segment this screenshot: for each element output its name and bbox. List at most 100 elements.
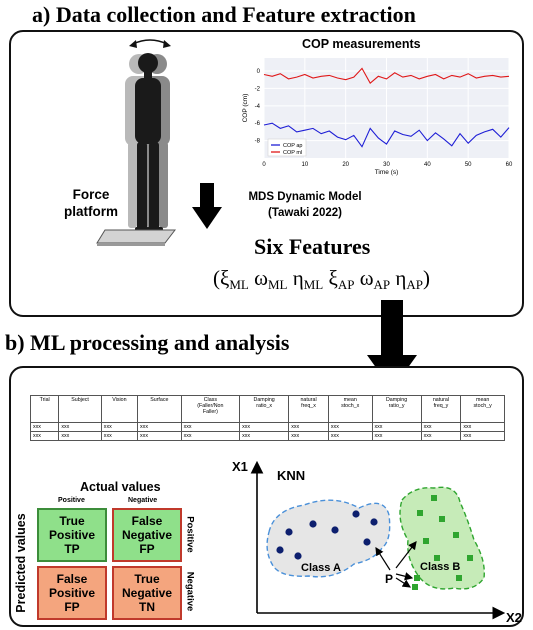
fn-line1: False — [131, 514, 163, 528]
class-a-point — [331, 526, 339, 534]
actual-values-label: Actual values — [80, 480, 161, 494]
tn-line2: Negative — [121, 586, 173, 600]
omega-ap: ωAP — [359, 266, 391, 292]
table-row: xxx xxx xxx xxx xxx xxx xxx xxx xxx xxx xxx — [29, 431, 505, 441]
table-cell: xxx — [239, 422, 290, 432]
tp-abbr: TP — [64, 542, 80, 556]
p-label: P — [385, 572, 393, 586]
cop-y-tick-label: 0 — [257, 69, 261, 75]
predicted-positive-label: Positive — [184, 516, 196, 553]
table-cell: xxx — [371, 422, 422, 432]
actual-negative-label: Negative — [128, 497, 158, 504]
eta-ap: ηAP — [395, 266, 423, 292]
section-a-title: a) Data collection and Feature extractio… — [32, 2, 416, 27]
omega-ml: ωML — [254, 266, 288, 292]
table-cell: xxx — [137, 431, 182, 441]
xi-ml: ξML — [220, 266, 249, 292]
cell-true-negative: True Negative TN — [112, 566, 182, 620]
class-a-label: Class A — [301, 562, 341, 574]
table-cell: xxx — [180, 431, 241, 441]
cop-y-tick-label: -8 — [255, 139, 261, 145]
fn-line2: Negative — [121, 528, 173, 542]
cop-x-tick-label: 60 — [506, 162, 513, 168]
class-b-point — [467, 555, 473, 561]
table-cell: xxx — [460, 422, 505, 432]
table-header-cell: natural freq_y — [420, 395, 462, 423]
mds-line2: (Tawaki 2022) — [268, 207, 342, 219]
tp-line2: Positive — [48, 528, 96, 542]
cop-y-tick-label: -6 — [255, 121, 261, 127]
table-cell: xxx — [327, 431, 373, 441]
cop-y-tick-label: -4 — [255, 104, 261, 110]
table-header-cell: Trial — [29, 395, 60, 423]
table-cell: xxx — [58, 431, 102, 441]
force-label-line2: platform — [64, 204, 118, 219]
six-features-title: Six Features — [254, 234, 371, 259]
tn-line1: True — [134, 572, 160, 586]
cop-series-line — [263, 67, 510, 85]
feature-table: Trial Subject Vision Surface Class (Faller/No… — [29, 395, 505, 441]
cop-x-tick-label: 0 — [262, 162, 266, 168]
fp-abbr: FP — [64, 600, 80, 614]
class-b-point — [439, 516, 445, 522]
cop-legend-label: COP ap — [283, 143, 302, 149]
table-header-cell: natural freq_x — [288, 395, 329, 423]
cop-legend-label: COP ml — [283, 150, 302, 156]
xi-ap: ξAP — [328, 266, 355, 292]
table-row: xxx xxx xxx xxx xxx xxx xxx xxx xxx xxx xxx — [29, 422, 505, 432]
class-b-point — [412, 584, 418, 590]
cop-x-tick-label: 10 — [301, 162, 308, 168]
class-b-label: Class B — [420, 561, 460, 573]
tp-line1: True — [59, 514, 85, 528]
cop-y-tick-label: -2 — [255, 86, 261, 92]
down-arrow-mds — [192, 183, 222, 229]
cop-x-tick-label: 30 — [383, 162, 390, 168]
class-a-point — [285, 528, 293, 536]
standing-person-illustration — [96, 39, 177, 246]
table-cell: xxx — [420, 431, 462, 441]
cop-x-tick-label: 50 — [465, 162, 472, 168]
class-a-point — [370, 518, 378, 526]
table-cell: xxx — [288, 422, 329, 432]
fn-abbr: FP — [139, 542, 155, 556]
class-a-point — [309, 520, 317, 528]
x2-axis-label: X2 — [506, 610, 522, 625]
class-a-point — [363, 538, 371, 546]
table-cell: xxx — [58, 422, 102, 432]
table-header-cell: Damping ratio_y — [371, 395, 422, 423]
table-cell: xxx — [420, 422, 462, 432]
class-a-point — [294, 552, 302, 560]
table-cell: xxx — [180, 422, 241, 432]
class-b-point — [453, 532, 459, 538]
cell-false-positive: False Positive FP — [37, 566, 107, 620]
table-cell: xxx — [460, 431, 505, 441]
knn-title: KNN — [277, 468, 305, 483]
table-cell: xxx — [239, 431, 290, 441]
class-b-point — [431, 495, 437, 501]
cop-series-line — [263, 122, 510, 148]
class-b-point — [434, 555, 440, 561]
feature-formula: (ξML ωML ηML ξAP ωAP ηAP) — [213, 266, 430, 293]
formula-open: ( — [213, 266, 220, 290]
force-label-line1: Force — [72, 187, 110, 202]
table-header-cell: Surface — [137, 395, 182, 423]
fp-line2: Positive — [48, 586, 96, 600]
cop-y-axis-label: COP (cm) — [242, 94, 249, 123]
predicted-values-label: Predicted values — [14, 513, 28, 613]
table-header-cell: Damping ratio_x — [239, 395, 290, 423]
tn-abbr: TN — [139, 600, 155, 614]
class-a-points — [276, 510, 378, 560]
cop-x-axis-label: Time (s) — [375, 169, 399, 176]
x1-axis-label: X1 — [232, 460, 248, 474]
formula-close: ) — [423, 266, 430, 290]
table-cell: xxx — [288, 431, 329, 441]
class-b-point — [456, 575, 462, 581]
fp-line1: False — [56, 572, 88, 586]
table-header-cell: Vision — [100, 395, 139, 423]
knn-plot: Class A Class B P KNN X1 X2 — [232, 460, 522, 625]
cell-true-positive: True Positive TP — [37, 508, 107, 562]
table-cell: xxx — [29, 431, 60, 441]
cop-x-tick-label: 20 — [342, 162, 349, 168]
cell-false-negative: False Negative FP — [112, 508, 182, 562]
cop-x-tick-label: 40 — [424, 162, 431, 168]
